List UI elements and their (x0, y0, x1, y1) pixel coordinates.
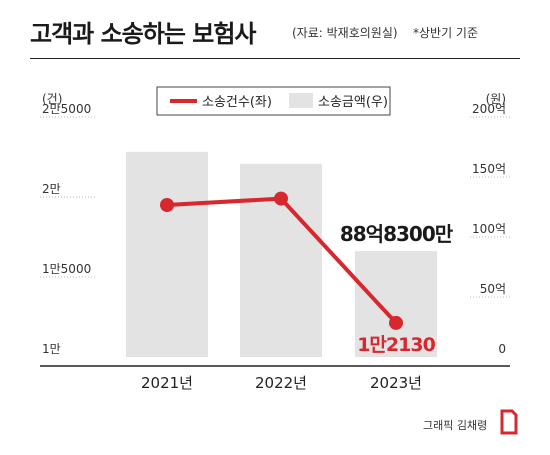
graphic-credit: 그래픽 김채령 (423, 419, 488, 432)
bar-1 (126, 151, 208, 357)
bar-data-label: 88억8300만 (340, 222, 454, 246)
y-left-tick-label: 2만 (42, 182, 61, 196)
y-left-tick-label: 2만5000 (42, 102, 91, 116)
x-tick-label: 2023년 (370, 374, 422, 392)
y-left-tick-label: 1만5000 (42, 262, 91, 276)
x-tick-label: 2022년 (255, 374, 307, 392)
y-left-tick-label: 1만 (42, 342, 61, 356)
y-right-tick-label: 50억 (480, 282, 506, 296)
y-right-tick-label: 100억 (472, 222, 506, 236)
legend-swatch-bar (289, 93, 313, 108)
publisher-logo-icon (500, 409, 518, 435)
title-divider (30, 58, 520, 59)
chart-source: (자료: 박재호의원실) (292, 26, 398, 40)
legend-label-line: 소송건수(좌) (202, 95, 272, 110)
line-point-1 (160, 198, 174, 212)
line-point-2 (274, 191, 288, 206)
y-right-tick-label: 150억 (472, 162, 506, 176)
chart-note: *상반기 기준 (413, 26, 479, 40)
y-left-unit-label: (건) (42, 92, 62, 106)
y-right-unit-label: (원) (486, 92, 506, 106)
line-point-3 (389, 315, 403, 330)
title-row: 고객과 소송하는 보험사 (자료: 박재호의원실) *상반기 기준 (30, 8, 520, 52)
y-right-tick-label: 0 (498, 342, 506, 356)
x-tick-label: 2021년 (141, 374, 193, 392)
y-right-tick-label: 200억 (472, 102, 506, 116)
bar-3 (355, 251, 437, 357)
legend-label-bar: 소송금액(우) (318, 95, 388, 110)
chart-title: 고객과 소송하는 보험사 (30, 20, 257, 48)
line-data-label: 1만2130 (357, 334, 435, 356)
